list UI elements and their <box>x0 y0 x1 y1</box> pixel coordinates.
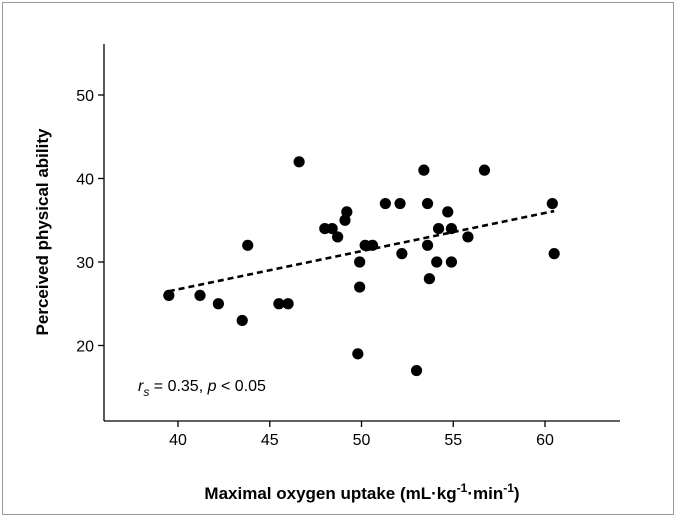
y-tick-label: 40 <box>76 172 94 189</box>
x-tick-label: 50 <box>353 432 371 449</box>
data-point <box>163 289 175 301</box>
data-point <box>366 239 379 251</box>
data-point <box>236 314 248 327</box>
data-point <box>273 298 285 310</box>
data-point <box>394 197 406 210</box>
data-point <box>445 256 458 268</box>
data-point <box>282 298 294 310</box>
data-point <box>352 348 364 360</box>
data-point <box>354 281 366 293</box>
x-tick-label: 40 <box>169 432 187 449</box>
data-point <box>445 223 458 235</box>
x-axis-title: Maximal oxygen uptake (mL·kg-1·min-1) <box>204 481 519 503</box>
data-point <box>396 248 408 260</box>
data-points <box>163 156 560 377</box>
data-point <box>546 197 558 210</box>
y-tick-label: 50 <box>76 88 94 105</box>
data-point <box>432 223 445 235</box>
data-point <box>194 289 206 301</box>
trendline-group <box>168 209 555 293</box>
data-point <box>212 298 224 310</box>
ticks: 40 45 50 55 60 20 30 40 50 <box>76 88 554 449</box>
data-point <box>418 164 430 176</box>
y-tick-label: 30 <box>76 255 94 272</box>
data-point <box>410 364 423 377</box>
y-tick-label: 20 <box>76 339 94 356</box>
data-point <box>423 273 435 285</box>
data-point <box>242 239 254 251</box>
data-point <box>354 256 366 268</box>
data-point <box>462 231 474 243</box>
trendline <box>168 209 555 293</box>
data-point <box>421 239 434 251</box>
data-point <box>326 223 338 235</box>
x-tick-label: 55 <box>444 432 462 449</box>
data-point <box>293 156 305 168</box>
data-point <box>339 214 351 226</box>
x-tick-label: 45 <box>261 432 279 449</box>
correlation-annotation: rs = 0.35, p < 0.05 <box>138 378 266 399</box>
data-point <box>421 197 434 210</box>
x-tick-label: 60 <box>536 432 554 449</box>
data-point <box>341 206 353 218</box>
data-point <box>379 197 391 210</box>
data-point <box>332 231 344 243</box>
y-axis-title: Perceived physical ability <box>33 128 52 335</box>
data-point <box>442 206 454 218</box>
data-point <box>548 248 560 260</box>
data-point <box>478 164 491 176</box>
data-point <box>431 256 443 268</box>
